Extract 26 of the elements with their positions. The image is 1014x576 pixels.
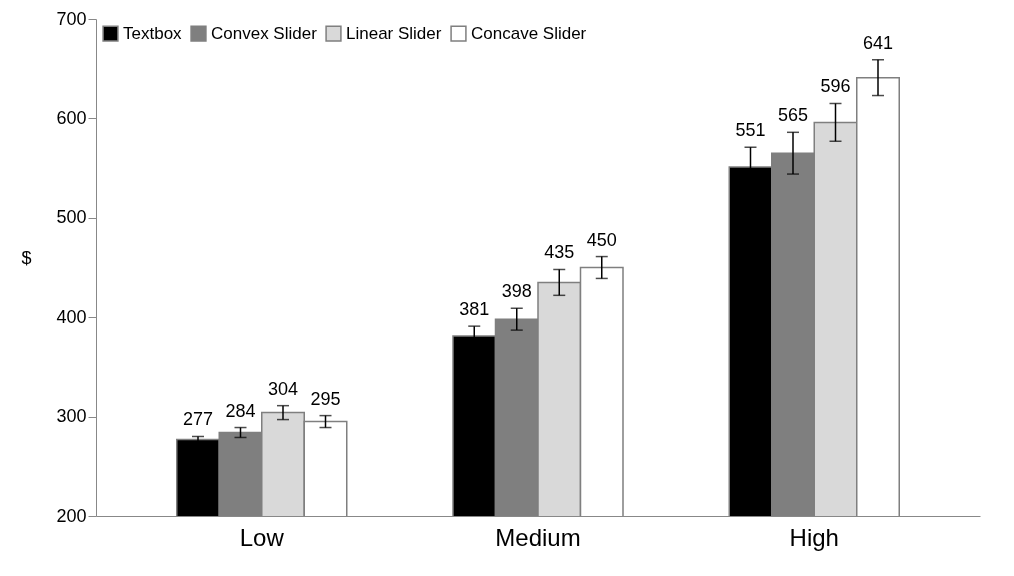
legend-label: Concave Slider bbox=[471, 23, 587, 43]
x-tick-label: Low bbox=[239, 523, 285, 551]
y-tick-label: 200 bbox=[56, 505, 87, 526]
data-label: 596 bbox=[820, 76, 851, 97]
data-label: 284 bbox=[225, 400, 256, 421]
data-label: 435 bbox=[544, 242, 575, 263]
legend-label: Textbox bbox=[123, 23, 183, 43]
data-label: 641 bbox=[862, 32, 894, 53]
data-label: 450 bbox=[586, 229, 617, 250]
data-label: 398 bbox=[501, 281, 532, 302]
legend-label: Linear Slider bbox=[346, 23, 442, 43]
y-tick-label: 700 bbox=[56, 8, 87, 29]
x-tick-label: Medium bbox=[495, 523, 581, 551]
y-axis-title: $ bbox=[21, 248, 32, 268]
data-label: 551 bbox=[735, 120, 766, 141]
y-tick-label: 500 bbox=[56, 207, 87, 228]
y-tick-label: 400 bbox=[56, 306, 87, 327]
data-label: 381 bbox=[459, 299, 490, 320]
data-label: 295 bbox=[310, 388, 341, 409]
data-label: 565 bbox=[777, 105, 809, 126]
legend-label: Convex Slider bbox=[211, 23, 318, 43]
data-label: 277 bbox=[182, 409, 214, 430]
y-tick-label: 300 bbox=[56, 406, 87, 427]
x-tick-label: High bbox=[789, 523, 839, 551]
y-tick-label: 600 bbox=[56, 107, 87, 128]
data-label: 304 bbox=[267, 378, 299, 399]
